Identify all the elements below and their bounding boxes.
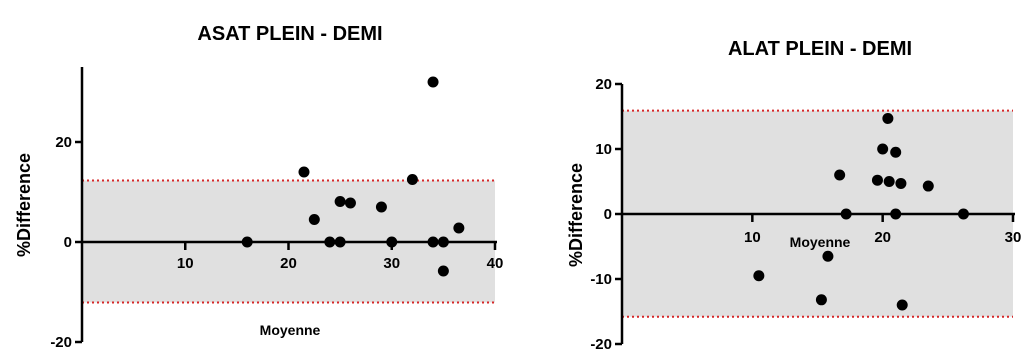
x-axis-label: Moyenne xyxy=(790,234,851,250)
data-point xyxy=(453,222,465,234)
data-point xyxy=(890,146,902,158)
x-axis-label: Moyenne xyxy=(260,322,321,338)
data-point xyxy=(427,76,439,88)
data-point xyxy=(834,169,846,181)
data-point xyxy=(334,236,346,248)
chart-title: ALAT PLEIN - DEMI xyxy=(728,38,912,60)
y-tick-label: 0 xyxy=(64,234,72,251)
chart-title: ASAT PLEIN - DEMI xyxy=(197,23,382,45)
data-point xyxy=(895,177,907,189)
data-point xyxy=(883,176,895,187)
data-point xyxy=(877,143,889,155)
y-tick-label: 10 xyxy=(595,141,612,158)
data-point xyxy=(753,270,765,282)
data-point xyxy=(308,214,320,225)
x-tick-label: 20 xyxy=(874,229,891,246)
data-point xyxy=(298,166,310,178)
data-point xyxy=(822,250,834,262)
y-axis-label: %Difference xyxy=(14,153,34,257)
data-point xyxy=(896,299,908,311)
data-point xyxy=(375,201,387,213)
data-point xyxy=(882,112,894,124)
data-point xyxy=(344,197,356,209)
y-tick-label: 20 xyxy=(55,134,72,151)
y-tick-label: -20 xyxy=(50,334,72,349)
chart-alat: -20 -10 0 10 20 10 20 30 ALAT PLEIN - DEMI %Di… xyxy=(566,38,1021,349)
y-tick-label: 0 xyxy=(604,206,612,223)
data-point xyxy=(406,174,418,185)
data-point xyxy=(957,208,969,220)
x-tick-label: 10 xyxy=(177,255,194,272)
data-point xyxy=(324,236,336,248)
data-point xyxy=(871,174,883,186)
y-tick-label: -10 xyxy=(590,271,612,288)
data-point xyxy=(840,208,852,220)
data-point xyxy=(437,265,449,277)
y-axis-label: %Difference xyxy=(566,163,586,267)
x-tick-label: 10 xyxy=(744,229,761,246)
chart-asat: -20 0 20 10 20 30 40 ASAT PLEIN - DEMI %Diffe… xyxy=(14,23,503,349)
x-tick-label: 40 xyxy=(487,255,504,272)
data-point xyxy=(890,208,902,220)
data-point xyxy=(241,236,253,248)
data-point xyxy=(334,196,346,207)
x-tick-label: 30 xyxy=(383,255,400,272)
data-point xyxy=(922,180,934,192)
data-point xyxy=(437,236,449,248)
y-tick-label: 20 xyxy=(595,76,612,93)
y-tick-label: -20 xyxy=(590,336,612,349)
x-tick-label: 20 xyxy=(280,255,297,272)
data-point xyxy=(386,236,398,248)
x-tick-label: 30 xyxy=(1005,229,1022,246)
data-point xyxy=(427,236,439,248)
data-point xyxy=(815,294,827,306)
